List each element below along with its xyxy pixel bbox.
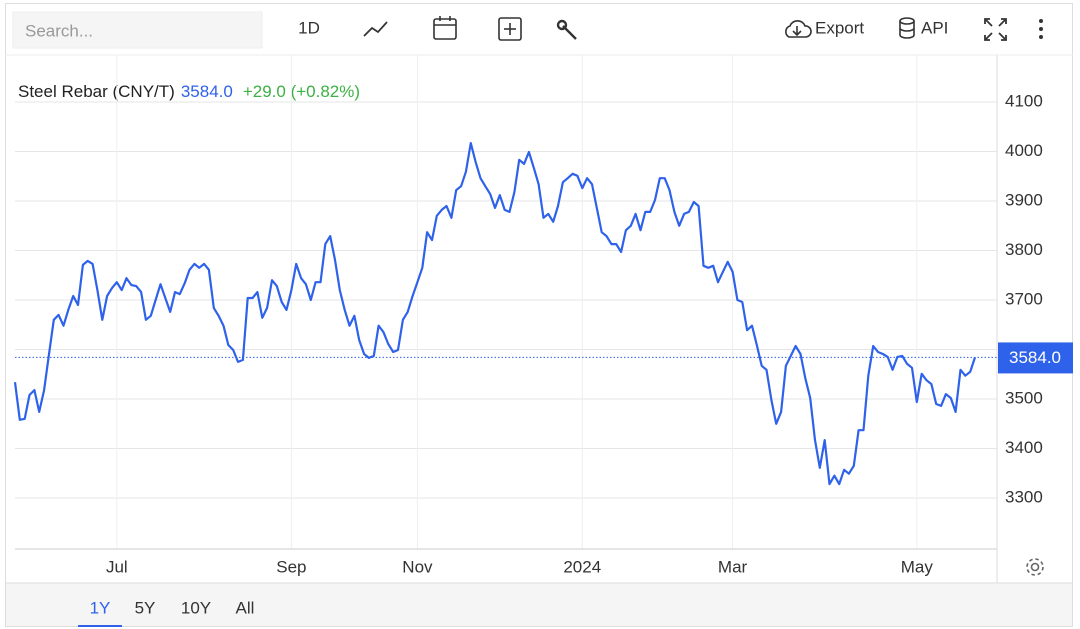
y-tick-label: 3300 bbox=[1005, 487, 1043, 506]
range-button[interactable]: 5Y bbox=[135, 598, 156, 617]
y-tick-label: 4000 bbox=[1005, 141, 1043, 160]
range-button[interactable]: All bbox=[236, 598, 255, 617]
fullscreen-icon[interactable] bbox=[984, 18, 1007, 41]
plot-area: 330034003500360037003800390040004100JulS… bbox=[13, 55, 1073, 576]
x-tick-label: 2024 bbox=[563, 557, 601, 576]
y-tick-label: 3400 bbox=[1005, 438, 1043, 457]
api-button[interactable]: API bbox=[921, 18, 948, 37]
y-tick-label: 3700 bbox=[1005, 289, 1043, 308]
y-tick-label: 3500 bbox=[1005, 388, 1043, 407]
last-price-label: 3584.0 bbox=[1009, 348, 1061, 367]
chart-type-icon[interactable] bbox=[363, 21, 388, 37]
export-icon[interactable] bbox=[785, 20, 812, 38]
frame bbox=[5, 3, 1073, 627]
x-tick-label: Jul bbox=[106, 557, 128, 576]
range-bar bbox=[6, 583, 1072, 626]
chart-title: Steel Rebar (CNY/T) bbox=[18, 82, 175, 101]
add-indicator-icon[interactable] bbox=[498, 17, 522, 41]
export-button[interactable]: Export bbox=[815, 18, 864, 37]
more-menu-icon[interactable] bbox=[1039, 19, 1043, 39]
x-tick-label: Sep bbox=[276, 557, 306, 576]
last-price-tag bbox=[998, 342, 1073, 374]
search-box[interactable] bbox=[12, 11, 263, 49]
interval-button[interactable]: 1D bbox=[298, 18, 320, 37]
api-icon[interactable] bbox=[899, 17, 915, 39]
range-button[interactable]: 1Y bbox=[90, 598, 111, 617]
settings-wrench-icon[interactable] bbox=[556, 19, 577, 40]
range-buttons: 1Y 5Y 10Y All bbox=[78, 598, 255, 627]
calendar-icon[interactable] bbox=[433, 16, 457, 40]
chart-header: Steel Rebar (CNY/T) 3584.0 +29.0 (+0.82%) bbox=[18, 82, 360, 101]
y-tick-label: 4100 bbox=[1005, 91, 1043, 110]
y-tick-label: 3900 bbox=[1005, 190, 1043, 209]
last-value: 3584.0 bbox=[181, 82, 233, 101]
range-button[interactable]: 10Y bbox=[181, 598, 211, 617]
search-placeholder: Search... bbox=[25, 21, 93, 40]
price-line bbox=[13, 142, 977, 486]
change: +29.0 (+0.82%) bbox=[243, 82, 360, 101]
x-tick-label: Mar bbox=[718, 557, 748, 576]
axis-settings-icon[interactable] bbox=[1026, 558, 1044, 576]
x-tick-label: Nov bbox=[402, 557, 433, 576]
y-tick-label: 3800 bbox=[1005, 240, 1043, 259]
x-tick-label: May bbox=[901, 557, 934, 576]
